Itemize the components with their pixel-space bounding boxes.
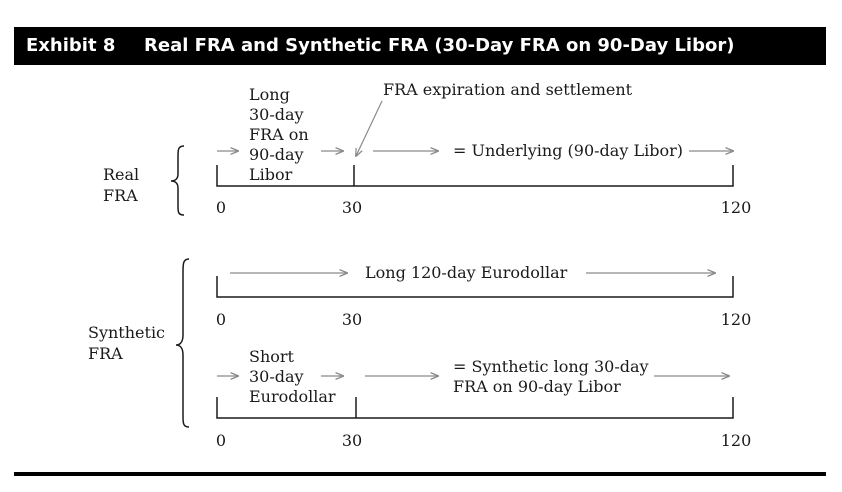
short-line3: Eurodollar [249,387,336,406]
syn-top-tick-label-30: 30 [342,310,362,329]
real-position-line1: Long [249,85,290,104]
short-timeline [216,397,734,419]
real-position-line3: FRA on [249,125,309,144]
synthetic-label-line2: FRA [88,344,123,363]
real-fra-group: Real FRA Long 30-day FRA on 90-day Libor… [103,80,751,217]
real-tick-label-30: 30 [342,198,362,217]
syn-bottom-tick-label-30: 30 [342,431,362,450]
syn-bottom-tick-label-120: 120 [721,431,752,450]
syn-bottom-tick-label-0: 0 [216,431,226,450]
syn-top-tick-label-0: 0 [216,310,226,329]
synthetic-fra-group: Synthetic FRA Long 120-day Eurodollar 0 … [88,258,752,450]
short-line2: 30-day [249,367,304,386]
exhibit-header: Exhibit 8 Real FRA and Synthetic FRA (30… [14,27,826,65]
synthetic-brace [175,258,190,428]
real-callout: FRA expiration and settlement [383,80,633,99]
real-timeline [216,165,734,187]
exhibit-number: Exhibit 8 [26,35,116,56]
synthetic-result-line1: = Synthetic long 30-day [453,357,649,376]
exhibit-title: Real FRA and Synthetic FRA (30-Day FRA o… [144,35,735,56]
syn-top-tick-label-120: 120 [721,310,752,329]
real-underlying: = Underlying (90-day Libor) [453,141,683,160]
real-position-line4: 90-day [249,145,304,164]
eurodollar-long-label: Long 120-day Eurodollar [365,263,568,282]
short-line1: Short [249,347,295,366]
real-label-line2: FRA [103,186,138,205]
real-brace [170,145,185,216]
real-label-line1: Real [103,165,139,184]
real-tick-label-120: 120 [721,198,752,217]
real-position-line2: 30-day [249,105,304,124]
callout-pointer-arrow [356,100,383,156]
bottom-rule [14,472,826,476]
synthetic-result-line2: FRA on 90-day Libor [453,377,621,396]
real-tick-label-0: 0 [216,198,226,217]
eurodollar-timeline [216,276,734,298]
real-position-line5: Libor [249,165,293,184]
synthetic-label-line1: Synthetic [88,323,165,342]
